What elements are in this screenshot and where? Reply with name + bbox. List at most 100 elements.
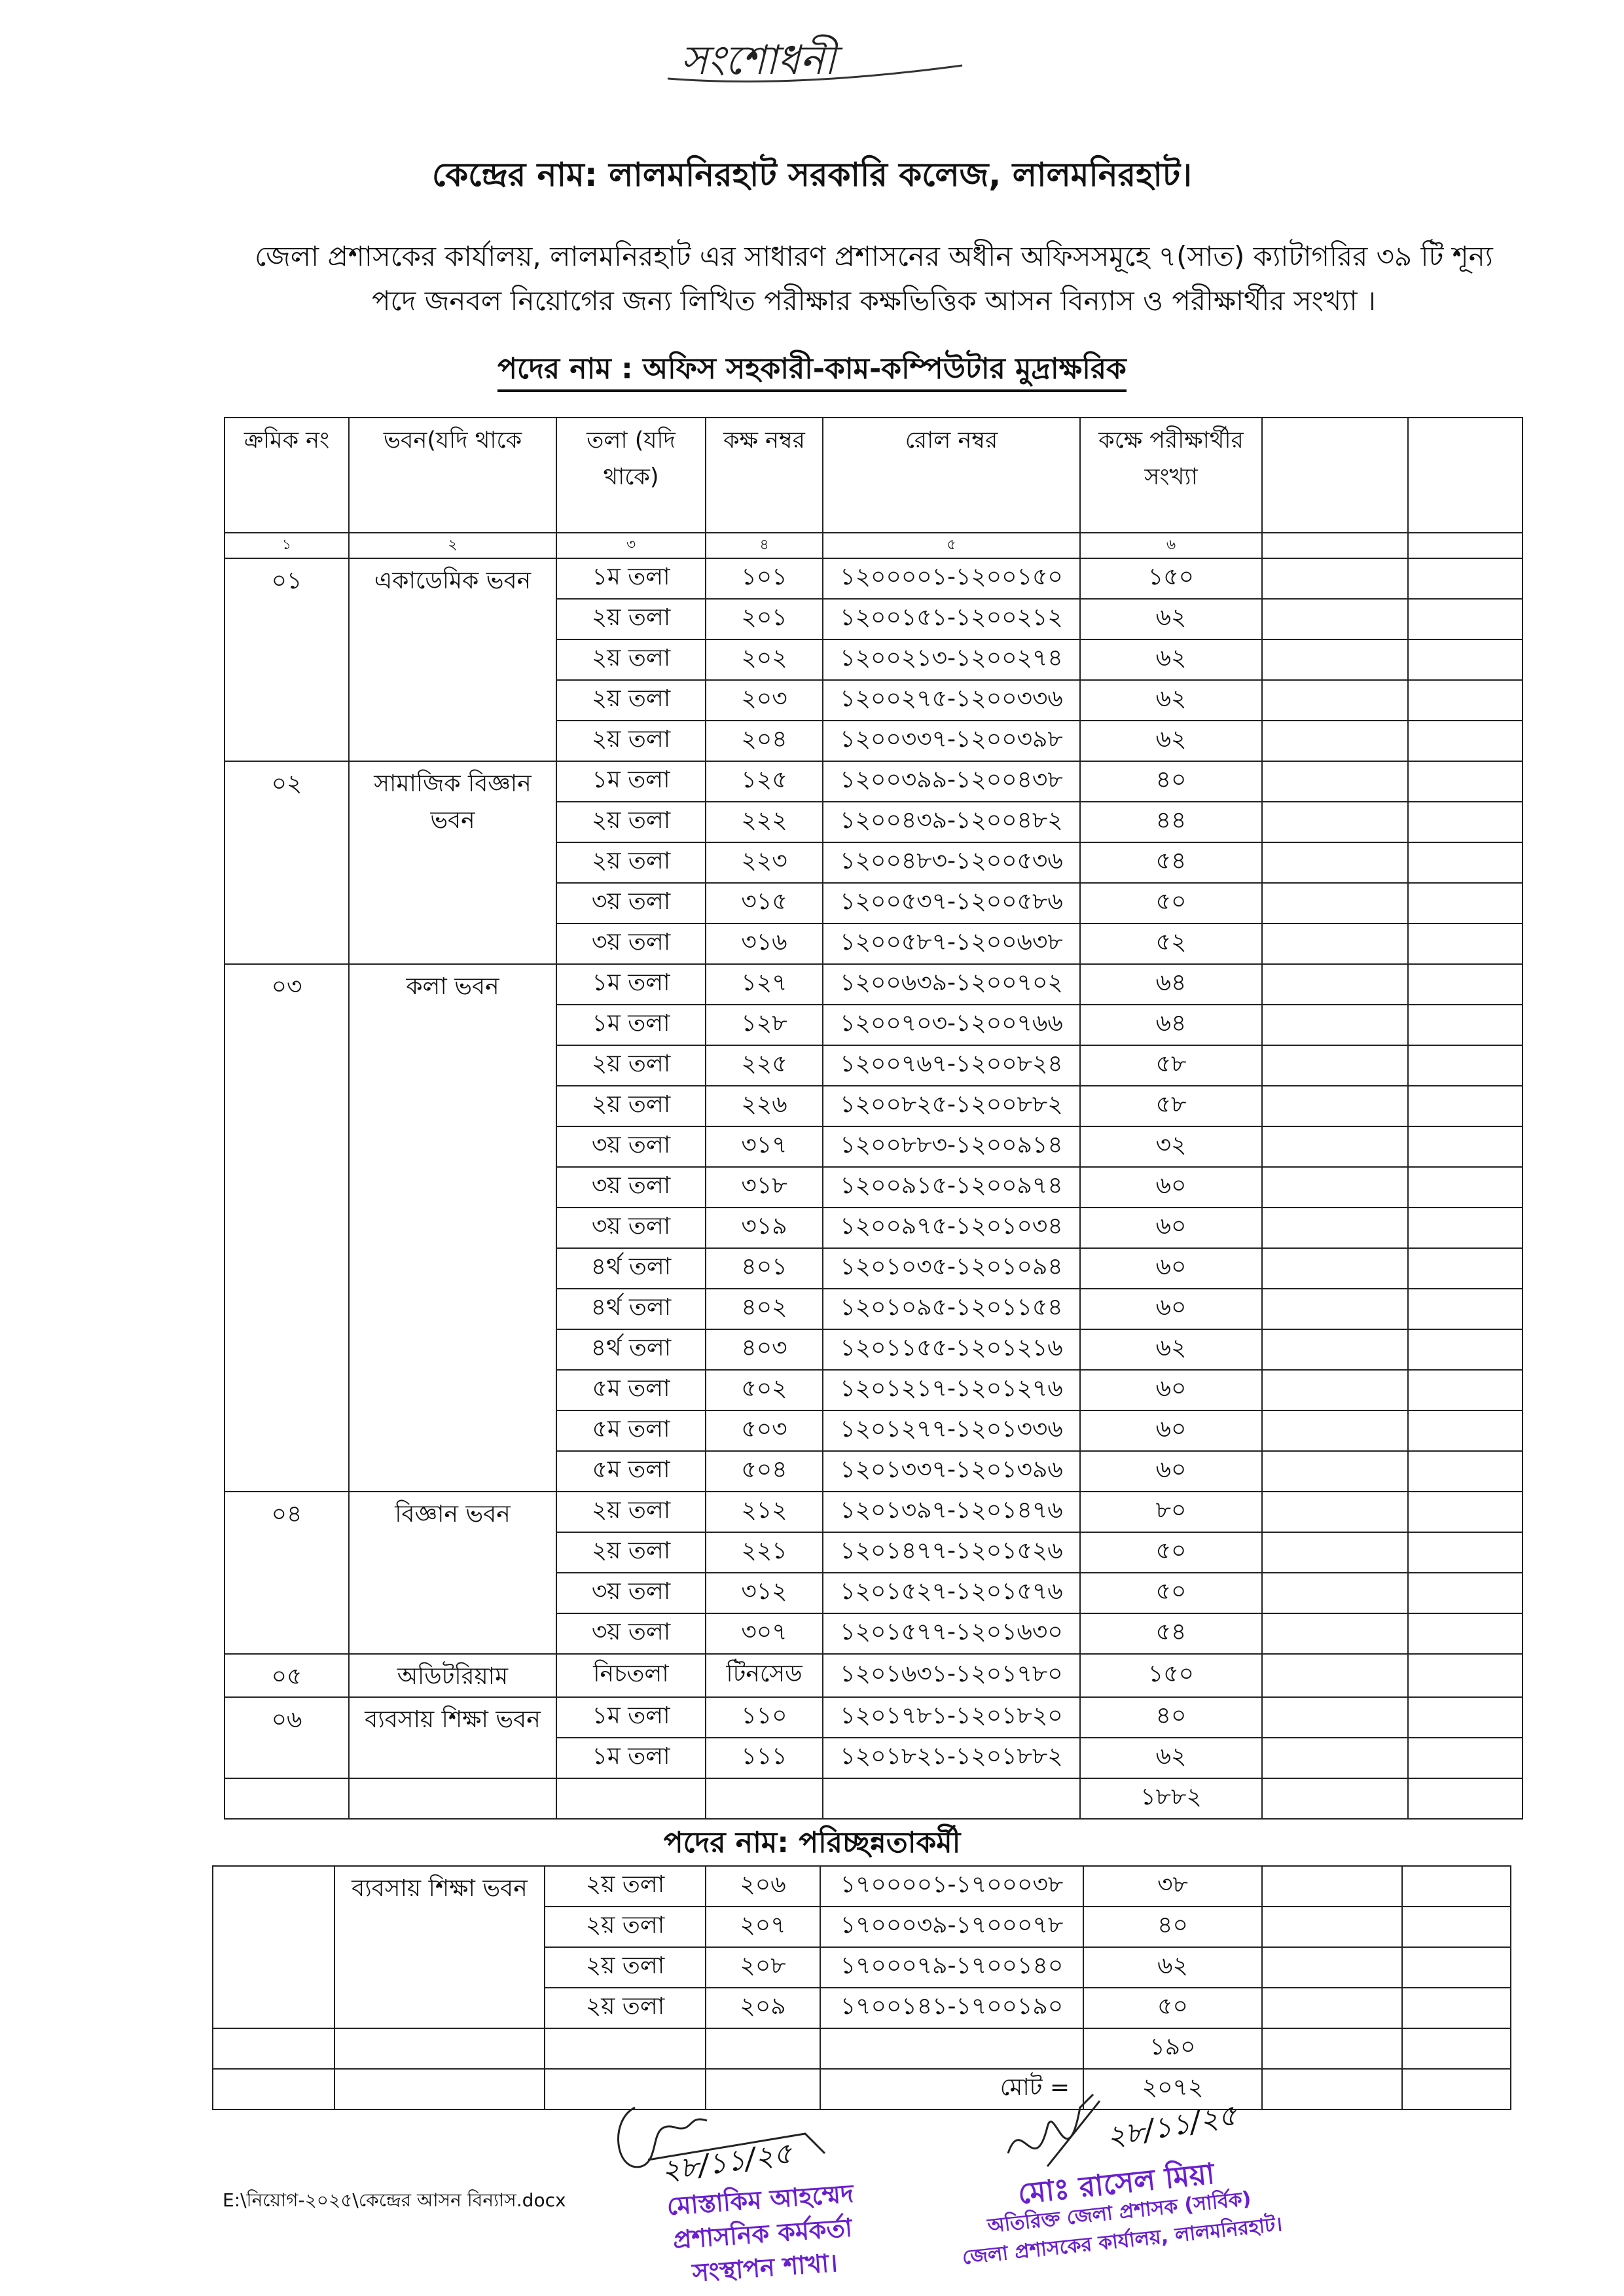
empty-cell xyxy=(1407,1410,1523,1452)
building-cell: সামাজিক বিজ্ঞান ভবন xyxy=(348,761,557,965)
grand-total-cell: ২০৭২ xyxy=(1083,2068,1263,2110)
floor-cell: ৫ম তলা xyxy=(556,1369,706,1411)
floor-cell: ২য় তলা xyxy=(544,1865,706,1907)
roll-range-cell: ১২০১২১৭-১২০১২৭৬ xyxy=(822,1369,1081,1411)
floor-cell: ১ম তলা xyxy=(556,761,706,802)
room-cell: ২০৭ xyxy=(705,1906,821,1948)
post-title-1: পদের নাম : অফিস সহকারী-কাম-কম্পিউটার মুদ… xyxy=(0,347,1624,395)
table-row: ২য় তলা ২০৪ ১২০০৩৩৭-১২০০৩৯৮ ৬২ xyxy=(225,720,1523,762)
grand-total-label: মোট = xyxy=(820,2068,1084,2110)
roll-range-cell: ১২০০৫৩৭-১২০০৫৮৬ xyxy=(822,882,1081,924)
empty-cell xyxy=(705,2028,821,2070)
empty-cell xyxy=(1407,882,1523,924)
empty-cell xyxy=(1261,842,1409,884)
room-cell: ১১১ xyxy=(705,1737,823,1779)
floor-cell: ৪র্থ তলা xyxy=(556,1288,706,1330)
table-row: ২য় তলা ২০৯ ১৭০০১৪১-১৭০০১৯০ ৫০ xyxy=(213,1987,1511,2029)
serial-cell: ০২ xyxy=(224,761,350,965)
roll-range-cell: ১২০১০৯৫-১২০১১৫৪ xyxy=(822,1288,1081,1330)
building-cell: বিজ্ঞান ভবন xyxy=(348,1491,557,1655)
table-row: ২য় তলা ২০৩ ১২০০২৭৫-১২০০৩৩৬ ৬২ xyxy=(225,679,1523,721)
serial-cell: ০৬ xyxy=(224,1696,350,1779)
empty-cell xyxy=(1401,2028,1511,2070)
examinee-count-cell: ৬০ xyxy=(1079,1410,1263,1452)
serial-cell xyxy=(212,1865,335,2029)
empty-cell xyxy=(224,1778,350,1820)
roll-range-cell: ১৭০০০৩৯-১৭০০০৭৮ xyxy=(820,1906,1084,1948)
roll-range-cell: ১২০১৭৮১-১২০১৮২০ xyxy=(822,1696,1081,1738)
room-cell: ১২৮ xyxy=(705,1004,823,1046)
empty-cell xyxy=(1261,1166,1409,1208)
roll-range-cell: ১২০০৫৮৭-১২০০৬৩৮ xyxy=(822,923,1081,965)
seating-table-office-assistant: ক্রমিক নং ভবন(যদি থাকে তলা (যদি থাকে) কক্ষ … xyxy=(224,417,1523,1820)
empty-cell xyxy=(1261,761,1409,802)
room-cell: ২২৬ xyxy=(705,1085,823,1127)
empty-cell xyxy=(1261,2068,1403,2110)
room-cell: ২০১ xyxy=(705,598,823,640)
empty-cell xyxy=(1407,1696,1523,1738)
table-row: ২য় তলা ২০১ ১২০০১৫১-১২০০২১২ ৬২ xyxy=(225,598,1523,640)
examinee-count-cell: ৫২ xyxy=(1079,923,1263,965)
table-row: ৫ম তলা ৫০৩ ১২০১২৭৭-১২০১৩৩৬ ৬০ xyxy=(225,1410,1523,1452)
header-row: ক্রমিক নং ভবন(যদি থাকে তলা (যদি থাকে) কক্ষ … xyxy=(224,417,1523,533)
room-cell: ৩১৯ xyxy=(705,1207,823,1249)
column-number xyxy=(1407,532,1523,559)
empty-cell xyxy=(705,2068,821,2110)
roll-range-cell: ১২০১৬৩১-১২০১৭৮০ xyxy=(822,1653,1081,1698)
empty-cell xyxy=(1261,1450,1409,1492)
examinee-count-cell: ৬২ xyxy=(1079,679,1263,721)
room-cell: ২০৪ xyxy=(705,720,823,762)
table-row: ০৫ অডিটরিয়াম নিচতলা টিনসেড ১২০১৬৩১-১২০১৭৮০ ১… xyxy=(224,1653,1523,1698)
table-row: ০১ একাডেমিক ভবন ১ম তলা ১০১ ১২০০০০১-১২০০১৫০ ১৫… xyxy=(224,558,1523,762)
room-cell: ৪০১ xyxy=(705,1247,823,1289)
floor-cell: ৪র্থ তলা xyxy=(556,1247,706,1289)
empty-cell xyxy=(1261,1410,1409,1452)
table-row: ৩য় তলা ৩১৫ ১২০০৫৩৭-১২০০৫৮৬ ৫০ xyxy=(225,882,1523,924)
room-cell: ২২১ xyxy=(705,1532,823,1573)
empty-cell xyxy=(1261,1946,1403,1988)
empty-cell xyxy=(1407,801,1523,843)
table-row: ২য় তলা ২০৭ ১৭০০০৩৯-১৭০০০৭৮ ৪০ xyxy=(213,1906,1511,1948)
empty-cell xyxy=(1407,842,1523,884)
roll-range-cell: ১২০০৬৩৯-১২০০৭০২ xyxy=(822,963,1081,1005)
floor-cell: ৪র্থ তলা xyxy=(556,1329,706,1371)
empty-cell xyxy=(1407,1491,1523,1533)
table-row: ২য় তলা ২২১ ১২০১৪৭৭-১২০১৫২৬ ৫০ xyxy=(225,1532,1523,1573)
examinee-count-cell: ৬০ xyxy=(1079,1450,1263,1492)
examinee-count-cell: ৬২ xyxy=(1079,598,1263,640)
empty-cell xyxy=(1407,558,1523,600)
examinee-count-cell: ৬০ xyxy=(1079,1166,1263,1208)
floor-cell: ১ম তলা xyxy=(556,963,706,1005)
roll-range-cell: ১২০০৮৮৩-১২০০৯১৪ xyxy=(822,1126,1081,1168)
examinee-count-cell: ৩২ xyxy=(1079,1126,1263,1168)
roll-range-cell: ১২০০৩৯৯-১২০০৪৩৮ xyxy=(822,761,1081,802)
floor-cell: ২য় তলা xyxy=(544,1906,706,1948)
examinee-count-cell: ৫৮ xyxy=(1079,1085,1263,1127)
floor-cell: ৫ম তলা xyxy=(556,1410,706,1452)
empty-cell xyxy=(1261,1126,1409,1168)
table-row: ১ম তলা ১২৮ ১২০০৭০৩-১২০০৭৬৬ ৬৪ xyxy=(225,1004,1523,1046)
empty-cell xyxy=(1407,679,1523,721)
room-cell: ৪০২ xyxy=(705,1288,823,1330)
serial-cell: ০১ xyxy=(224,558,350,762)
correction-note-handwritten: সংশোধনী xyxy=(661,26,969,98)
floor-cell: ২য় তলা xyxy=(556,1532,706,1573)
table-row: ৩য় তলা ৩১৮ ১২০০৯১৫-১২০০৯৭৪ ৬০ xyxy=(225,1166,1523,1208)
empty-cell xyxy=(1407,1166,1523,1208)
room-cell: ২০৩ xyxy=(705,679,823,721)
examinee-count-cell: ৬২ xyxy=(1079,720,1263,762)
floor-cell: ৩য় তলা xyxy=(556,1613,706,1655)
empty-cell xyxy=(1407,1045,1523,1086)
room-cell: ২১২ xyxy=(705,1491,823,1533)
column-header: ক্রমিক নং xyxy=(224,417,350,533)
examinee-count-cell: ৪৪ xyxy=(1079,801,1263,843)
room-cell: টিনসেড xyxy=(705,1653,823,1698)
room-cell: ৩১৭ xyxy=(705,1126,823,1168)
floor-cell: ২য় তলা xyxy=(556,1085,706,1127)
table-row: ৪র্থ তলা ৪০২ ১২০১০৯৫-১২০১১৫৪ ৬০ xyxy=(225,1288,1523,1330)
roll-range-cell: ১২০০৯১৫-১২০০৯৭৪ xyxy=(822,1166,1081,1208)
empty-cell xyxy=(1261,1329,1409,1371)
floor-cell: ৩য় তলা xyxy=(556,1207,706,1249)
column-header: রোল নম্বর xyxy=(822,417,1081,533)
subtotal-cell: ১৮৮২ xyxy=(1079,1778,1263,1820)
